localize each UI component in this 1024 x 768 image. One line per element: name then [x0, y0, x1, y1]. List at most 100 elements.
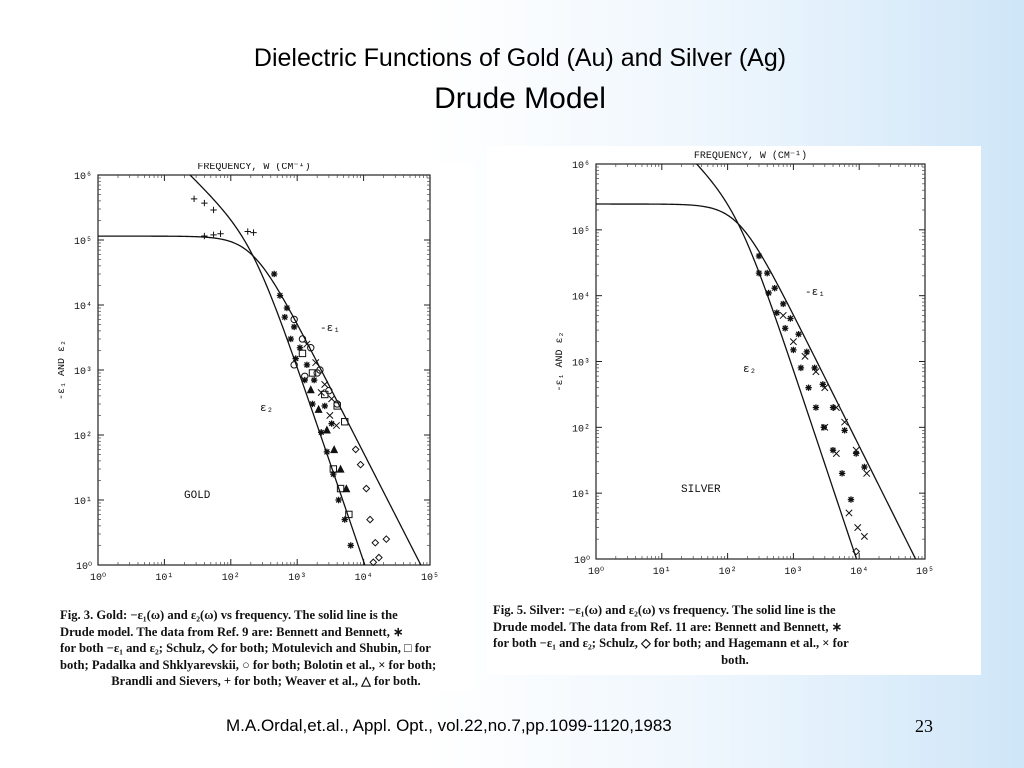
data-point-plus [244, 228, 251, 235]
data-point-cross [854, 524, 862, 532]
data-point-cross [841, 418, 849, 426]
y-tick-label: 10³ [74, 367, 92, 378]
drude-curve-eps2 [695, 164, 858, 559]
data-point-cross [863, 469, 871, 477]
data-point-diamond [356, 460, 365, 469]
y-tick-label: 10¹ [74, 497, 92, 508]
data-point-star [309, 400, 316, 408]
data-point-plus [201, 232, 208, 240]
data-point-star [318, 429, 325, 436]
caption-line: Drude model. The data from Ref. 11 are: … [493, 619, 843, 634]
y-tick-label: 10⁵ [74, 237, 92, 248]
data-point-square [333, 402, 341, 410]
data-point-star [765, 289, 772, 297]
data-point-plus [217, 230, 224, 237]
caption-line: both. [721, 652, 749, 667]
data-point-diamond [362, 484, 371, 493]
data-point-star [787, 315, 794, 322]
data-point-square [298, 349, 307, 358]
data-point-triangle [342, 484, 351, 493]
curve-label-eps1: -ε₁ [320, 323, 340, 335]
x-tick-label: 10⁰ [90, 572, 106, 584]
x-tick-label: 10⁴ [850, 566, 868, 578]
data-point-cross [812, 368, 820, 376]
data-point-cross [312, 359, 320, 367]
data-point-diamond [382, 535, 391, 544]
data-point-star [764, 269, 771, 277]
caption-line: Fig. 3. Gold: −ε₁(ω) and ε₂(ω) vs freque… [60, 608, 398, 622]
data-point-cross [852, 446, 860, 454]
data-point-star [755, 252, 763, 260]
y-tick-label: 10¹ [572, 490, 590, 501]
y-tick-label: 10⁴ [572, 292, 590, 304]
data-point-diamond [374, 553, 383, 562]
data-point-square [308, 369, 317, 377]
caption-line: Fig. 5. Silver: −ε₁(ω) and ε₂(ω) vs freq… [493, 603, 836, 617]
slide-title: Dielectric Functions of Gold (Au) and Si… [253, 44, 787, 72]
gold-figure-panel: 10⁰ 10¹ 10² 10³ 10⁴ 10⁵ 10⁰ 10¹ 10² 10³ 10⁴ 10⁵ 10⁶ F… [58, 163, 474, 691]
y-tick-label: 10⁵ [572, 227, 590, 238]
data-point-cross [832, 449, 840, 458]
y-tick-label: 10⁶ [74, 172, 92, 183]
data-point-star [347, 542, 354, 549]
data-point-cross [821, 423, 829, 431]
data-point-star [335, 496, 342, 504]
data-point-star [838, 470, 846, 477]
data-point-cross [303, 340, 311, 348]
drude-curve-eps2 [189, 175, 366, 565]
data-point-circle [298, 335, 307, 343]
plot-area: 10⁰ 10¹ 10² 10³ 10⁴ 10⁵ 10⁰ 10¹ 10² 10³ 10⁴ 10⁵ 10⁶ F… [555, 150, 934, 578]
data-point-star [829, 404, 837, 411]
x-tick-label: 10³ [784, 567, 802, 578]
data-point-star [330, 470, 337, 478]
data-point-star [812, 404, 820, 411]
data-point-triangle [336, 464, 345, 473]
x-tick-label: 10² [719, 567, 737, 578]
data-point-star [819, 381, 827, 388]
x-tick-label: 10¹ [653, 567, 671, 578]
x-tick-label: 10² [222, 573, 240, 584]
data-point-star [323, 448, 331, 456]
y-tick-label: 10³ [572, 359, 590, 370]
data-point-diamond [369, 558, 378, 567]
data-point-plus [190, 195, 198, 203]
data-point-circle [290, 361, 298, 369]
data-point-circle [325, 387, 333, 395]
panel-label: SILVER [681, 484, 721, 496]
data-point-triangle [330, 445, 339, 454]
data-point-cross [845, 509, 853, 517]
data-point-cross [821, 384, 829, 392]
data-point-cross [332, 421, 341, 430]
data-point-plus [250, 229, 257, 236]
drude-curve-eps1 [596, 203, 917, 559]
x-axis-label: FREQUENCY, W (CM⁻¹) [197, 163, 310, 173]
data-point-cross [326, 411, 334, 419]
data-point-square [345, 510, 353, 519]
curve-label-eps2: ε₂ [260, 403, 273, 415]
data-point-cross [328, 395, 336, 403]
gold-figure-caption: Fig. 3. Gold: −ε₁(ω) and ε₂(ω) vs freque… [60, 607, 472, 690]
y-tick-label: 10² [74, 432, 92, 443]
y-tick-label: 10² [572, 424, 590, 435]
data-point-star [781, 325, 789, 332]
data-point-star [820, 424, 828, 431]
gold-chart: 10⁰ 10¹ 10² 10³ 10⁴ 10⁵ 10⁰ 10¹ 10² 10³ 10⁴ 10⁵ 10⁶ F… [58, 163, 439, 584]
data-point-star [281, 313, 288, 321]
data-point-star [795, 330, 802, 338]
citation: M.A.Ordal,et.al., Appl. Opt., vol.22,no.… [226, 716, 672, 735]
y-axis-label: -ε₁ AND ε₂ [555, 331, 566, 391]
data-point-triangle [322, 425, 331, 434]
data-point-plus [210, 206, 217, 214]
data-point-circle [290, 315, 298, 324]
data-point-square [321, 390, 329, 399]
data-point-star [290, 323, 298, 331]
data-point-star [829, 446, 837, 454]
silver-chart: 10⁰ 10¹ 10² 10³ 10⁴ 10⁵ 10⁰ 10¹ 10² 10³ 10⁴ 10⁵ 10⁶ F… [555, 150, 934, 578]
data-point-star [321, 402, 328, 410]
y-tick-label: 10⁰ [76, 561, 92, 573]
data-point-cross [832, 403, 840, 412]
y-tick-label: 10⁶ [572, 161, 590, 172]
silver-figure-caption: Fig. 5. Silver: −ε₁(ω) and ε₂(ω) vs freq… [493, 602, 977, 668]
data-point-square [329, 465, 338, 473]
data-point-circle [301, 372, 309, 380]
